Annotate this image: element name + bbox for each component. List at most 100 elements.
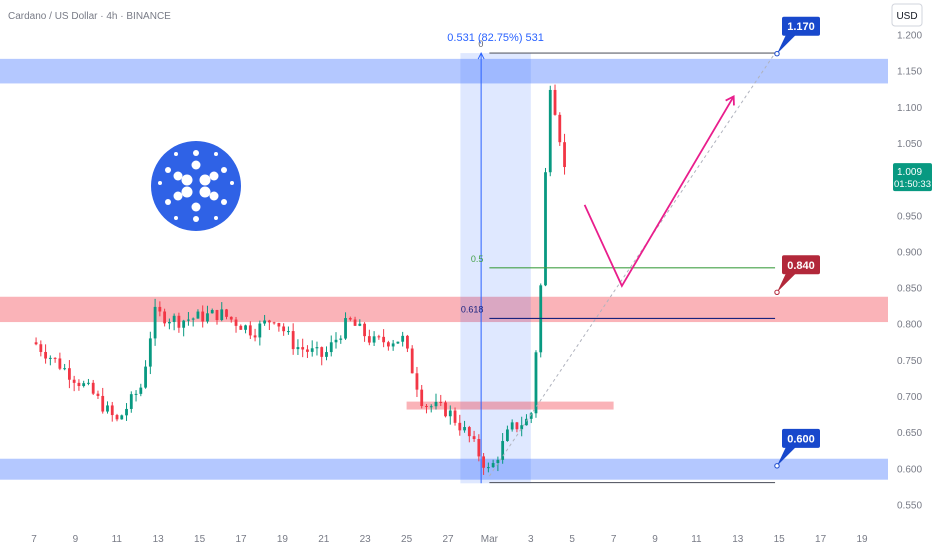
time-tick-label: 23 (360, 534, 372, 545)
candle-body (353, 319, 357, 326)
price-tick-label: 0.700 (897, 392, 922, 403)
price-tag-label: 0.840 (787, 260, 815, 272)
candle-body (163, 311, 167, 324)
candle-body (358, 323, 362, 326)
price-axis[interactable]: 1.2001.1501.1001.0501.0000.9500.9000.850… (897, 31, 922, 512)
time-tick-label: 27 (442, 534, 454, 545)
resistance-zone-pink (0, 296, 888, 323)
measure-arrow-icon (477, 51, 485, 60)
price-tag-pointer (777, 446, 796, 466)
candle-body (510, 422, 514, 430)
candle-body (158, 306, 162, 312)
currency-button-label: USD (896, 11, 917, 22)
candle-body (48, 357, 52, 359)
tag-0840: 0.840 (774, 255, 820, 296)
candle-body (382, 336, 386, 343)
candle-body (63, 368, 67, 370)
candle-body (325, 352, 328, 357)
time-tick-label: 9 (652, 534, 658, 545)
time-tick-label: 17 (815, 534, 827, 545)
candle-body (439, 401, 443, 403)
price-tag-box (782, 16, 820, 36)
price-tick-label: 1.050 (897, 139, 922, 150)
fib-level-label: 0.5 (471, 254, 484, 264)
candle-body (53, 357, 57, 359)
candle-body (291, 331, 295, 350)
candle-body (429, 406, 433, 408)
price-tick-label: 0.800 (897, 320, 922, 331)
candle-body (482, 456, 486, 468)
tag-0600: 0.600 (774, 428, 820, 469)
candle-body (77, 382, 81, 387)
candle-body (529, 413, 533, 419)
candle-body (310, 348, 314, 352)
price-tag-anchor (774, 463, 780, 469)
time-tick-label: 15 (774, 534, 786, 545)
price-tick-label: 0.750 (897, 356, 922, 367)
candle-body (34, 342, 38, 345)
tag-1170: 1.170 (774, 16, 820, 57)
candle-body (172, 315, 176, 322)
candle-body (448, 410, 452, 417)
candle-body (520, 425, 524, 430)
price-tags-layer: 1.170 0.840 0.600 (774, 16, 820, 469)
candle-body (301, 347, 305, 350)
candle-body (534, 352, 538, 414)
candle-body (153, 306, 157, 339)
candle-body (525, 418, 528, 426)
candle-body (220, 309, 224, 321)
candle-body (125, 408, 128, 416)
price-tag-label: 1.170 (787, 21, 815, 33)
candle-body (558, 114, 562, 143)
candle-body (58, 358, 62, 369)
trend-line (488, 52, 776, 477)
time-tick-label: 11 (691, 534, 702, 545)
current-price-tag: 1.009 01:50:33 (893, 163, 932, 192)
candle-body (91, 382, 95, 394)
drawings-layer: 0 0.5 0.618 (461, 39, 776, 484)
candle-body (253, 335, 257, 338)
candle-body (215, 310, 219, 321)
price-tag-pointer (777, 273, 796, 293)
candle-body (229, 316, 233, 320)
cardano-logo (151, 141, 241, 231)
candle-body (267, 320, 271, 323)
price-tag-label: 0.600 (787, 433, 815, 445)
price-tick-label: 0.900 (897, 247, 922, 258)
candle-body (120, 415, 124, 420)
time-tick-label: 21 (318, 534, 330, 545)
support-zone-bottom (0, 458, 888, 480)
candle-body (391, 343, 395, 347)
candle-body (329, 342, 333, 353)
fib-level-label: 0 (478, 39, 483, 49)
candle-body (210, 310, 214, 314)
time-tick-label: 7 (31, 534, 37, 545)
candle-body (344, 318, 347, 339)
time-tick-label: 3 (528, 534, 534, 545)
resistance-zone-top (0, 58, 888, 84)
time-tick-label: 19 (277, 534, 289, 545)
time-tick-label: 13 (732, 534, 744, 545)
candle-body (406, 335, 409, 349)
candle-body (263, 320, 266, 324)
candles-layer (34, 84, 566, 475)
time-tick-label: 11 (112, 534, 123, 545)
price-tick-label: 0.550 (897, 501, 922, 512)
candle-body (129, 394, 133, 409)
candle-body (363, 323, 366, 337)
currency-button[interactable]: USD (891, 3, 923, 27)
price-tag-box (782, 255, 820, 275)
current-price-countdown: 01:50:33 (894, 179, 931, 190)
candle-body (348, 318, 352, 320)
price-tag-anchor (774, 289, 780, 296)
price-tag-box (782, 428, 820, 448)
price-tick-label: 0.850 (897, 284, 922, 295)
candle-body (144, 366, 147, 388)
candle-body (315, 347, 319, 349)
small-zone (406, 401, 614, 410)
time-axis[interactable]: 7 9 11 13 15 17 19 21 23 25 27 Mar 3 5 7 9 11 13 15 17 19 (31, 534, 868, 545)
candle-body (106, 405, 109, 412)
candle-body (206, 313, 209, 322)
measure-label: 0.531 (82.75%) 531 (447, 32, 544, 44)
